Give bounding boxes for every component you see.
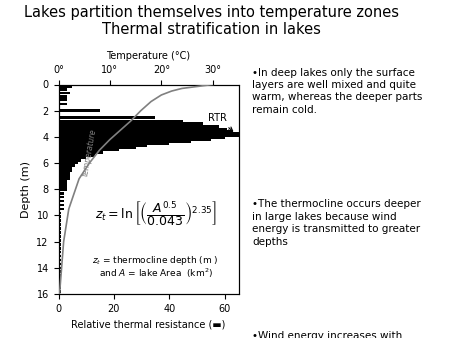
Bar bbox=[58, 239, 61, 242]
Text: •Wind energy increases with
fetch: •Wind energy increases with fetch bbox=[252, 331, 402, 338]
Text: •The thermocline occurs deeper
in large lakes because wind
energy is transmitted: •The thermocline occurs deeper in large … bbox=[252, 199, 421, 247]
Bar bbox=[58, 128, 227, 130]
Bar bbox=[58, 159, 81, 162]
Text: $z_t = \ln\left[\left(\dfrac{A^{0.5}}{0.043}\right)^{2.35}\right]$: $z_t = \ln\left[\left(\dfrac{A^{0.5}}{0.… bbox=[95, 200, 216, 229]
Bar bbox=[58, 251, 61, 254]
Bar bbox=[58, 146, 136, 149]
Bar bbox=[58, 243, 61, 246]
Bar bbox=[58, 270, 61, 273]
Bar bbox=[58, 103, 67, 105]
Bar bbox=[58, 196, 64, 198]
Bar bbox=[58, 116, 155, 119]
Bar bbox=[58, 130, 233, 133]
Text: temperature: temperature bbox=[81, 128, 98, 177]
Bar bbox=[58, 185, 67, 188]
Bar bbox=[58, 204, 64, 206]
Bar bbox=[58, 120, 183, 122]
Bar bbox=[58, 92, 70, 94]
X-axis label: Relative thermal resistance (▬): Relative thermal resistance (▬) bbox=[71, 319, 226, 329]
Bar bbox=[58, 162, 78, 164]
Bar bbox=[58, 235, 61, 238]
Bar bbox=[58, 98, 67, 101]
Bar bbox=[58, 136, 225, 139]
Bar bbox=[58, 192, 64, 195]
Bar bbox=[58, 247, 61, 249]
Bar bbox=[58, 125, 219, 128]
Bar bbox=[58, 110, 100, 112]
Bar bbox=[58, 85, 72, 88]
Y-axis label: Depth (m): Depth (m) bbox=[21, 161, 31, 218]
Bar bbox=[58, 144, 147, 147]
Bar bbox=[58, 170, 72, 172]
Bar bbox=[58, 180, 67, 183]
Bar bbox=[58, 279, 61, 281]
Bar bbox=[58, 231, 61, 234]
Bar bbox=[58, 172, 70, 175]
Bar bbox=[58, 212, 61, 214]
Bar bbox=[58, 167, 72, 170]
Text: $z_t$ = thermocline depth (m ): $z_t$ = thermocline depth (m ) bbox=[92, 254, 219, 267]
Bar bbox=[58, 151, 103, 154]
Text: RTR: RTR bbox=[208, 113, 233, 131]
Bar bbox=[58, 216, 61, 218]
Text: Lakes partition themselves into temperature zones: Lakes partition themselves into temperat… bbox=[24, 5, 399, 20]
Bar bbox=[58, 95, 67, 98]
Bar bbox=[58, 290, 61, 293]
Bar bbox=[58, 142, 169, 145]
Bar bbox=[58, 259, 61, 261]
Bar bbox=[58, 219, 61, 222]
Bar bbox=[58, 255, 61, 258]
Bar bbox=[58, 282, 61, 285]
Bar bbox=[58, 286, 61, 289]
Bar bbox=[58, 267, 61, 269]
Bar bbox=[58, 134, 238, 137]
Bar bbox=[58, 208, 64, 210]
Bar bbox=[58, 188, 67, 191]
Bar bbox=[58, 227, 61, 230]
Bar bbox=[58, 122, 202, 125]
Text: and $A$ = lake Area  (km$^2$): and $A$ = lake Area (km$^2$) bbox=[99, 267, 213, 280]
Bar bbox=[58, 89, 67, 91]
Text: •In deep lakes only the surface
layers are well mixed and quite
warm, whereas th: •In deep lakes only the surface layers a… bbox=[252, 68, 423, 115]
Bar bbox=[58, 149, 119, 151]
Bar bbox=[58, 263, 61, 265]
Bar bbox=[58, 274, 61, 277]
Bar bbox=[58, 132, 238, 135]
Bar bbox=[58, 138, 211, 141]
Bar bbox=[58, 177, 70, 180]
Bar bbox=[58, 183, 67, 185]
Bar bbox=[58, 140, 191, 143]
Bar bbox=[58, 156, 86, 159]
Bar bbox=[58, 164, 75, 167]
Text: Thermal stratification in lakes: Thermal stratification in lakes bbox=[102, 22, 321, 37]
Bar bbox=[58, 200, 64, 202]
Bar bbox=[58, 223, 61, 226]
X-axis label: Temperature (°C): Temperature (°C) bbox=[107, 51, 190, 61]
Bar bbox=[58, 175, 70, 177]
Bar bbox=[58, 154, 94, 156]
